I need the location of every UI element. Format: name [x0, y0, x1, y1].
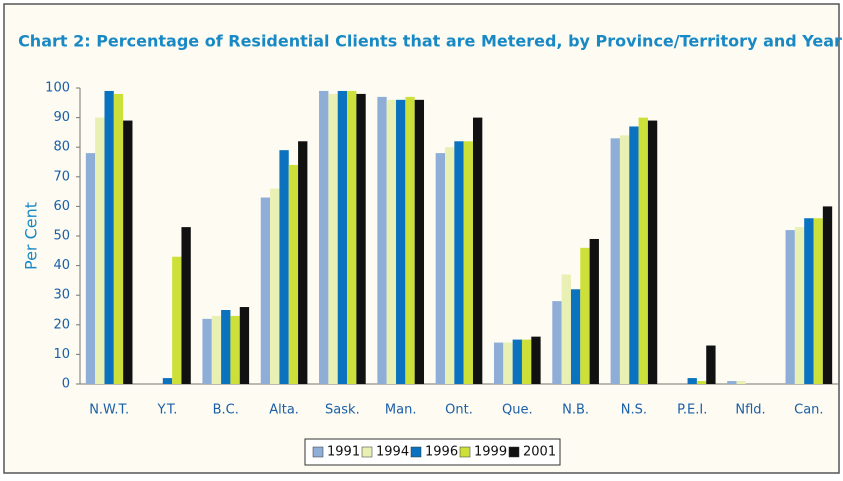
y-tick-label: 100	[45, 81, 70, 96]
x-tick-label: Nfld.	[735, 403, 765, 418]
bar	[405, 96, 415, 384]
x-tick-label: Can.	[794, 403, 823, 418]
y-tick-label: 0	[62, 377, 70, 392]
bar	[638, 117, 648, 384]
bar	[172, 256, 182, 384]
bar	[493, 342, 504, 384]
y-axis-label: Per Cent	[22, 202, 41, 270]
bar	[794, 227, 805, 384]
x-tick-label: Y.T.	[156, 403, 177, 418]
bar	[386, 99, 397, 384]
legend-label: 1999	[474, 445, 507, 460]
bar	[589, 238, 599, 384]
bar	[570, 289, 581, 384]
y-tick-label: 50	[53, 229, 70, 244]
bar	[435, 153, 446, 384]
bar	[610, 138, 620, 384]
bar	[396, 99, 406, 384]
y-tick-label: 30	[53, 288, 70, 303]
bar	[454, 141, 464, 384]
x-tick-label: Man.	[385, 403, 417, 418]
legend-swatch	[459, 446, 471, 458]
legend-label: 1994	[376, 445, 409, 460]
legend-swatch	[312, 446, 324, 458]
bar	[512, 339, 522, 384]
legend-label: 1996	[425, 445, 458, 460]
bar	[687, 378, 697, 384]
x-tick-label: Alta.	[269, 403, 299, 418]
bar	[736, 381, 746, 384]
bar	[804, 218, 814, 384]
bar	[337, 90, 348, 385]
bar	[561, 274, 571, 384]
legend-label: 1991	[327, 445, 360, 460]
bar	[113, 93, 124, 385]
x-tick-label: Que.	[502, 403, 533, 418]
bar	[463, 141, 473, 384]
bar	[552, 301, 562, 384]
chart-title: Chart 2: Percentage of Residential Clien…	[18, 32, 842, 51]
x-tick-label: B.C.	[213, 403, 239, 418]
y-tick-label: 20	[53, 317, 70, 332]
bar	[260, 197, 271, 384]
bar	[239, 307, 250, 384]
y-tick-label: 70	[53, 169, 70, 184]
legend-swatch	[410, 446, 422, 458]
bar	[202, 318, 212, 384]
bar	[230, 315, 240, 384]
bar	[647, 120, 658, 384]
bar	[85, 153, 96, 384]
bar	[503, 342, 513, 384]
x-tick-label: N.S.	[621, 403, 647, 418]
x-tick-label: N.B.	[562, 403, 589, 418]
bar	[270, 188, 280, 384]
bar	[104, 90, 114, 385]
bar	[727, 381, 737, 384]
y-tick-label: 40	[53, 258, 70, 273]
x-tick-label: P.E.I.	[677, 403, 707, 418]
bar	[785, 230, 795, 384]
bar	[95, 117, 105, 384]
bar	[347, 90, 357, 385]
y-tick-label: 80	[53, 140, 70, 155]
legend-swatch	[361, 446, 373, 458]
y-tick-label: 90	[53, 110, 70, 125]
x-tick-label: N.W.T.	[89, 403, 129, 418]
bar	[279, 150, 289, 384]
legend-label: 2001	[523, 445, 556, 460]
bar	[619, 135, 630, 384]
y-tick-label: 60	[53, 199, 70, 214]
bar	[822, 206, 833, 384]
bar	[221, 310, 231, 384]
x-tick-label: Ont.	[445, 403, 473, 418]
bar	[629, 126, 639, 384]
bar	[445, 147, 455, 384]
bar	[298, 141, 308, 384]
bar	[162, 378, 173, 384]
bar	[580, 247, 590, 384]
bar	[377, 96, 387, 384]
bar	[319, 90, 329, 385]
legend-swatch	[508, 446, 520, 458]
bar	[181, 227, 191, 384]
bar	[531, 336, 541, 384]
bar	[521, 339, 532, 384]
bar	[288, 164, 299, 384]
bar	[472, 117, 483, 384]
bar	[211, 315, 222, 384]
y-tick-label: 10	[53, 347, 70, 362]
x-tick-label: Sask.	[325, 403, 360, 418]
bar	[706, 345, 716, 384]
bar	[696, 381, 707, 384]
bar	[356, 93, 366, 385]
bar	[328, 93, 338, 385]
bar	[414, 99, 425, 384]
bar	[813, 218, 823, 384]
bar	[123, 120, 133, 384]
